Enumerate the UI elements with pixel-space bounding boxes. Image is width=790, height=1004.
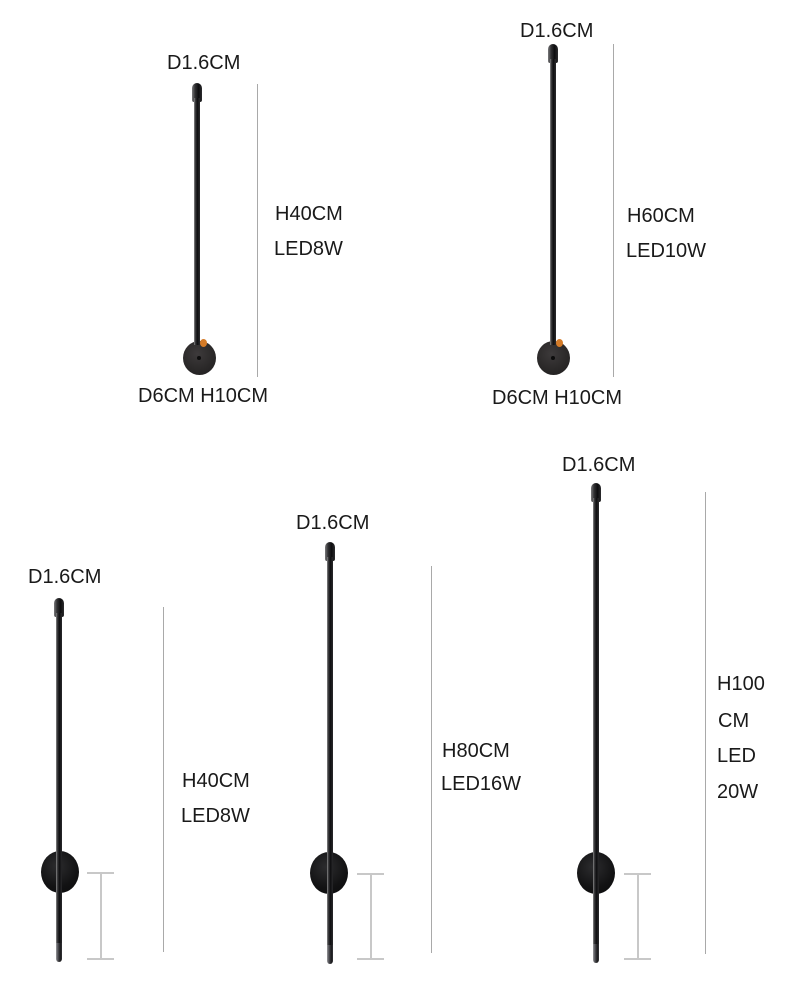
power-spec-label: LED16W <box>441 773 522 795</box>
mount-bracket-bottom-tick <box>357 958 384 960</box>
height-dimension-line <box>257 84 258 377</box>
height-spec-label: H40CM <box>182 770 250 792</box>
lamp-rod <box>327 557 333 945</box>
mount-bracket-bottom-tick <box>624 958 651 960</box>
height-spec-label: H40CM <box>275 203 343 225</box>
base-size-label: D6CM H10CM <box>492 387 623 409</box>
mount-height-bracket <box>370 873 372 960</box>
base-center-dot <box>197 356 201 360</box>
height-spec-label-line1: H100 <box>717 673 765 695</box>
diameter-label: D1.6CM <box>562 454 636 476</box>
base-center-dot <box>551 356 555 360</box>
rod-cap <box>192 83 202 102</box>
power-spec-label: LED8W <box>181 805 250 827</box>
height-dimension-line <box>705 492 706 954</box>
rod-junction-glow <box>200 339 207 347</box>
rod-cap <box>325 542 335 561</box>
rod-cap <box>591 483 601 502</box>
height-dimension-line <box>163 607 164 952</box>
height-dimension-line <box>613 44 614 377</box>
height-spec-label-line2: CM <box>718 710 750 732</box>
rod-end-cap <box>327 945 333 964</box>
base-size-label: D6CM H10CM <box>138 385 269 407</box>
power-spec-label: LED10W <box>626 240 707 262</box>
mount-bracket-bottom-tick <box>87 958 114 960</box>
rod-junction-glow <box>556 339 563 347</box>
lamp-rod <box>56 613 62 943</box>
rod-cap <box>548 44 558 63</box>
power-spec-label-line1: LED <box>717 745 756 767</box>
mount-height-bracket <box>100 872 102 960</box>
power-spec-label: LED8W <box>274 238 343 260</box>
diameter-label: D1.6CM <box>28 566 102 588</box>
rod-cap <box>54 598 64 617</box>
rod-end-cap <box>56 943 62 962</box>
mount-height-bracket <box>637 873 639 960</box>
power-spec-label-line2: 20W <box>717 781 759 803</box>
diameter-label: D1.6CM <box>296 512 370 534</box>
lamp-rod <box>194 98 200 345</box>
height-spec-label: H80CM <box>442 740 510 762</box>
diameter-label: D1.6CM <box>520 20 594 42</box>
height-spec-label: H60CM <box>627 205 695 227</box>
height-dimension-line <box>431 566 432 953</box>
rod-end-cap <box>593 944 599 963</box>
lamp-rod <box>593 498 599 944</box>
diameter-label: D1.6CM <box>167 52 241 74</box>
lamp-rod <box>550 59 556 345</box>
